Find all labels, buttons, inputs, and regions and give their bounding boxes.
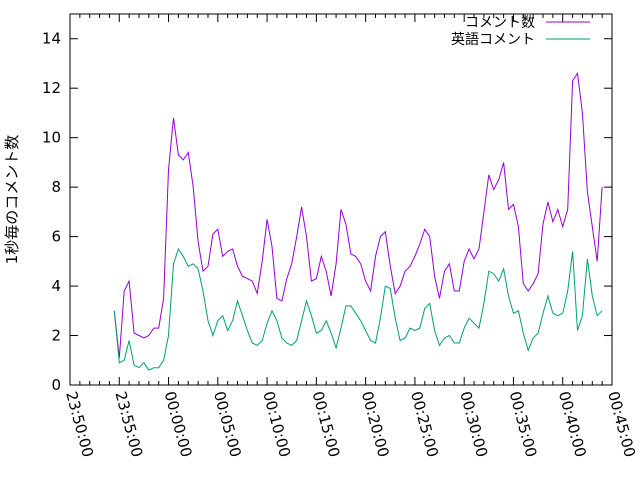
y-tick-label: 4 (51, 277, 61, 295)
x-tick-label: 00:40:00 (555, 389, 590, 459)
x-tick-label: 23:50:00 (62, 389, 97, 459)
axis-ticks: 0 2 4 6 8 10 12 14 23:50:00 23:55:00 00:00:00 00:05… (42, 14, 639, 459)
x-tick-label: 00:45:00 (604, 389, 639, 459)
series-layer (113, 71, 603, 371)
x-tick-label: 23:55:00 (111, 389, 146, 459)
x-tick-label: 00:10:00 (259, 389, 294, 459)
y-tick-label: 10 (42, 129, 61, 147)
x-tick-label: 00:00:00 (161, 389, 196, 459)
plot-frame (69, 13, 613, 386)
x-tick-label: 00:05:00 (210, 389, 245, 459)
y-tick-label: 0 (51, 376, 61, 394)
x-tick-label: 00:35:00 (506, 389, 541, 459)
x-tick-label: 00:30:00 (456, 389, 491, 459)
y-tick-label: 6 (51, 228, 61, 246)
series-line-2 (113, 247, 603, 371)
series-line-1 (113, 71, 603, 358)
x-tick-label: 00:15:00 (308, 389, 343, 459)
y-tick-label: 2 (51, 327, 61, 345)
legend-label: 英語コメント (451, 31, 535, 48)
legend-label: コメント数 (465, 15, 535, 31)
y-tick-label: 12 (42, 79, 61, 97)
x-tick-label: 00:25:00 (407, 389, 442, 459)
x-tick-label: 00:20:00 (358, 389, 393, 459)
y-tick-label: 8 (51, 178, 61, 196)
y-axis-label: 1秒毎のコメント数 (3, 135, 21, 265)
y-tick-label: 14 (42, 30, 61, 48)
